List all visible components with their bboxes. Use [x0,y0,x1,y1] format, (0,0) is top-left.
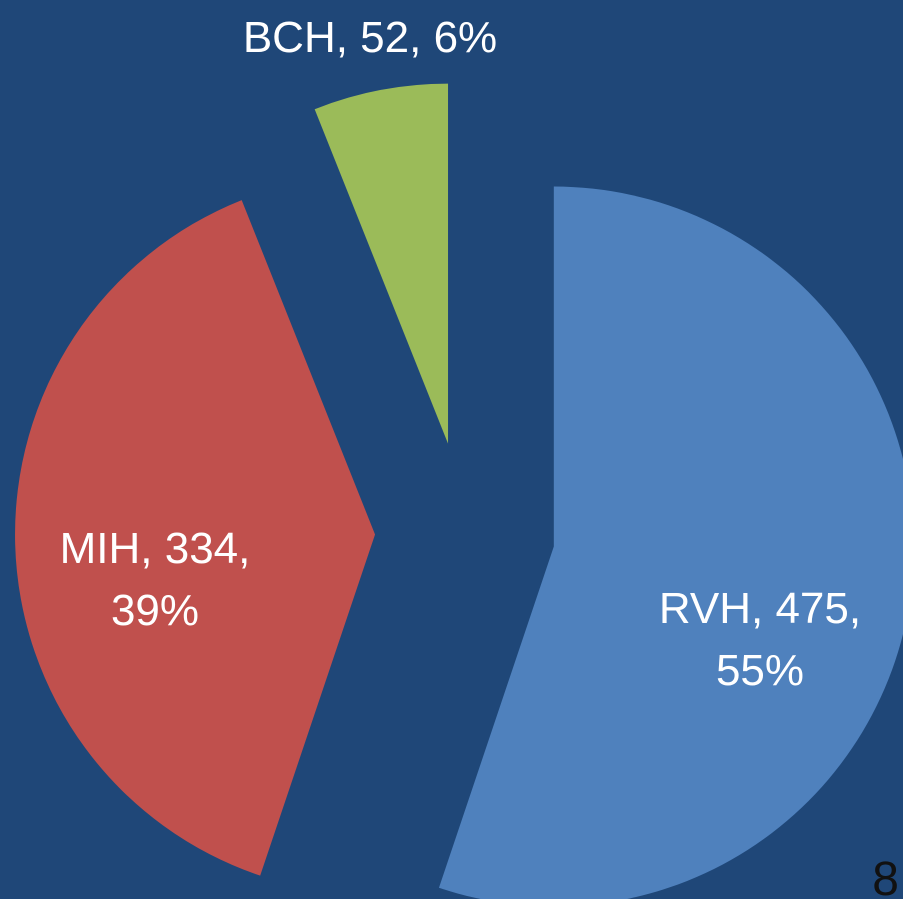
pie-slice [15,200,376,876]
data-label: BCH, 52, 6% [242,13,498,62]
page-number: 8 [872,853,899,899]
pie-slice [438,186,903,899]
data-label: RVH, 475, 55% [658,584,862,695]
pie-slice [314,83,449,444]
data-label: MIH, 334, 39% [59,524,251,635]
